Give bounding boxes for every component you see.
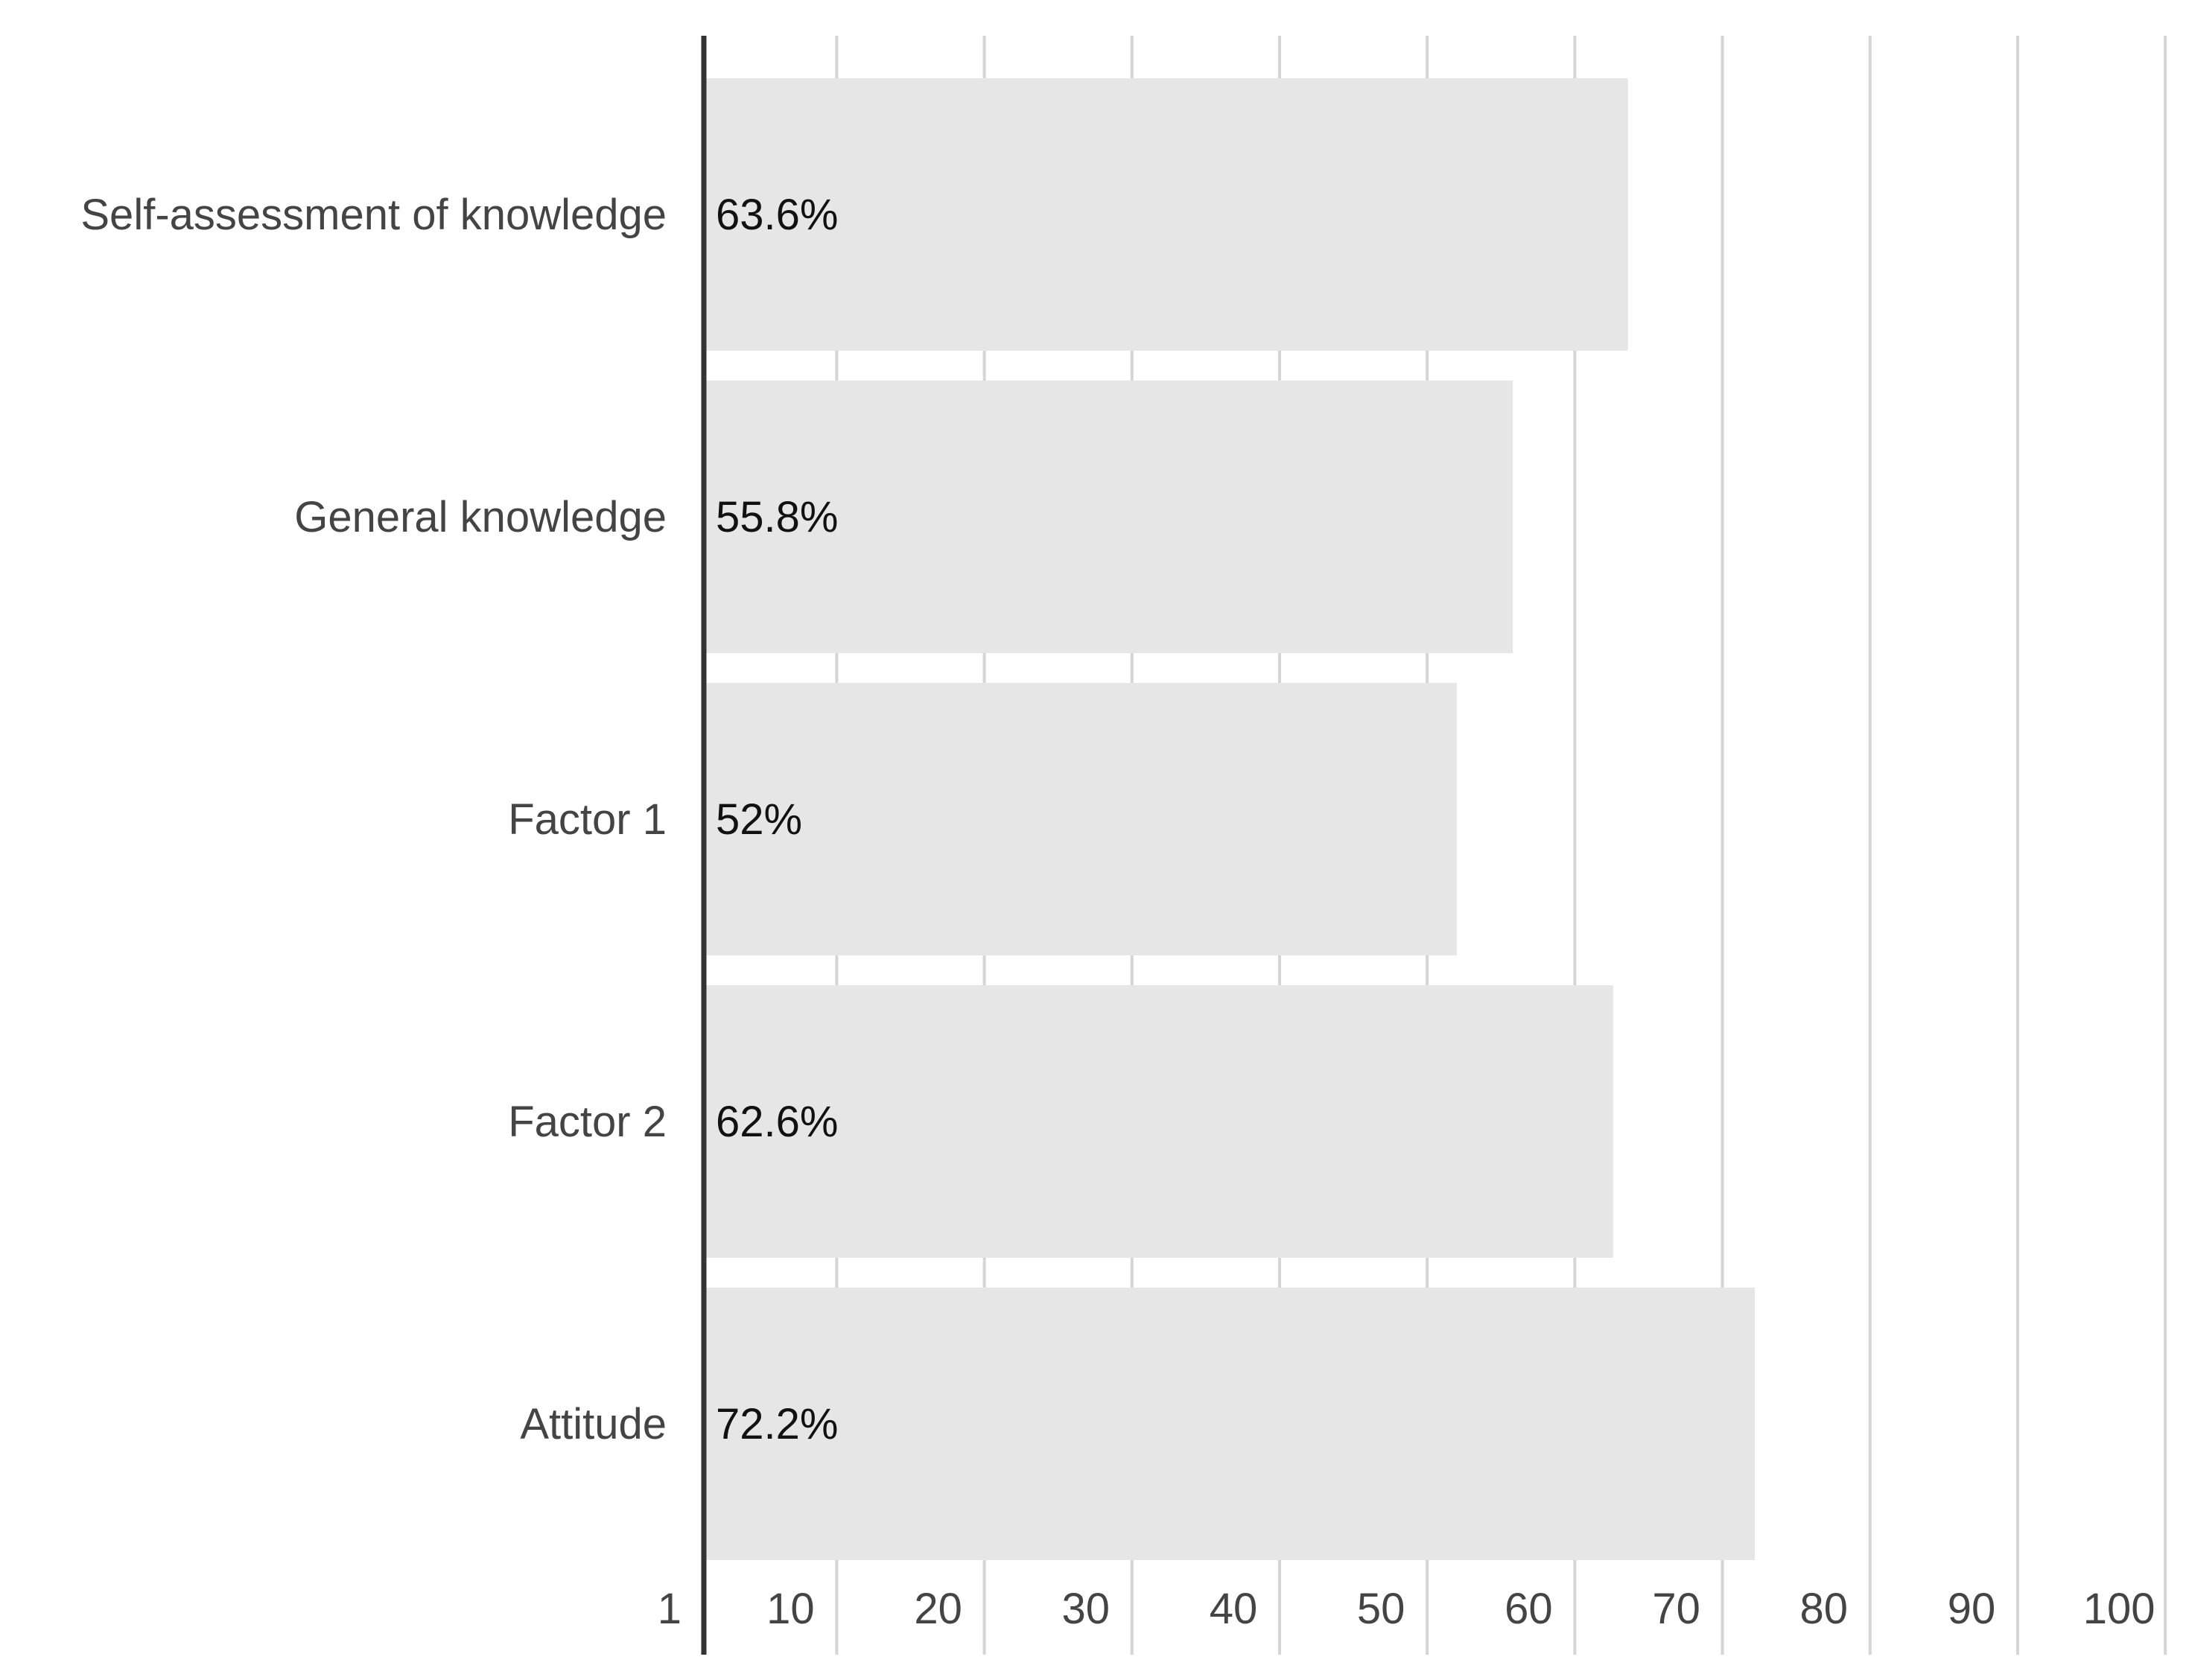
x-tick-label: 20 (914, 1585, 962, 1633)
x-tick-label: 80 (1800, 1585, 1849, 1633)
value-label: 63.6% (716, 191, 838, 239)
bar (704, 985, 1613, 1258)
bars (704, 78, 1756, 1560)
category-label: Attitude (520, 1400, 667, 1448)
x-tick-label: 100 (2083, 1585, 2155, 1633)
x-tick-label: 10 (766, 1585, 815, 1633)
bar (704, 683, 1457, 955)
bar (704, 381, 1513, 653)
category-label: General knowledge (294, 493, 667, 541)
category-label: Factor 2 (508, 1098, 667, 1146)
x-tick-label: 30 (1062, 1585, 1111, 1633)
x-tick-label: 60 (1505, 1585, 1553, 1633)
value-label: 72.2% (716, 1400, 838, 1448)
value-label: 52% (716, 795, 802, 844)
category-label: Self-assessment of knowledge (80, 191, 667, 239)
x-tick-label: 40 (1210, 1585, 1258, 1633)
bar (704, 1288, 1756, 1560)
category-label: Factor 1 (508, 795, 667, 844)
value-label: 55.8% (716, 493, 838, 541)
labels: Self-assessment of knowledge 63.6% General… (80, 191, 2155, 1633)
x-tick-label: 50 (1357, 1585, 1405, 1633)
value-label: 62.6% (716, 1098, 838, 1146)
x-tick-label: 90 (1948, 1585, 1996, 1633)
x-tick-label: 1 (658, 1585, 682, 1633)
bar (704, 78, 1628, 351)
x-tick-label: 70 (1652, 1585, 1700, 1633)
